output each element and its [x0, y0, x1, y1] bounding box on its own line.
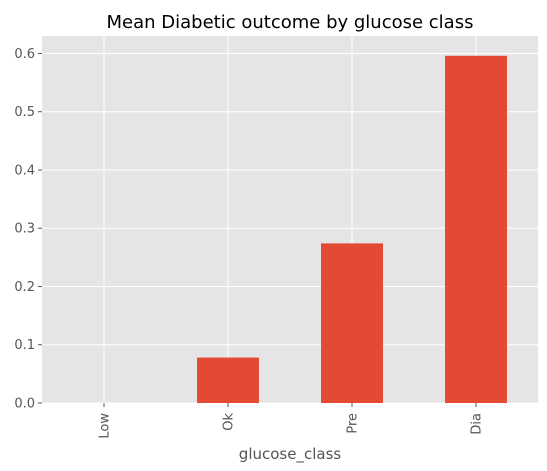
bar-dia [445, 55, 507, 404]
y-axis-ticks: 0.0 0.1 0.2 0.3 0.4 0.5 0.6 [14, 47, 42, 412]
y-tick-label: 0.3 [14, 222, 35, 237]
x-tick-label: Low [98, 413, 113, 439]
x-tick-label: Pre [346, 413, 361, 434]
x-tick-label: Dia [470, 413, 485, 435]
y-tick-label: 0.5 [14, 105, 35, 120]
y-tick-label: 0.2 [14, 280, 35, 295]
x-tick-label: Ok [222, 413, 237, 431]
x-axis-ticks: Low Ok Pre Dia [98, 403, 485, 439]
y-tick-label: 0.1 [14, 338, 35, 353]
y-tick-label: 0.4 [14, 163, 35, 178]
y-tick-label: 0.0 [14, 397, 35, 412]
y-tick-label: 0.6 [14, 47, 35, 62]
bar-ok [197, 357, 259, 403]
chart-title: Mean Diabetic outcome by glucose class [107, 12, 474, 33]
bar-pre [321, 243, 383, 403]
x-axis-label: glucose_class [239, 445, 342, 464]
bars [197, 55, 507, 404]
